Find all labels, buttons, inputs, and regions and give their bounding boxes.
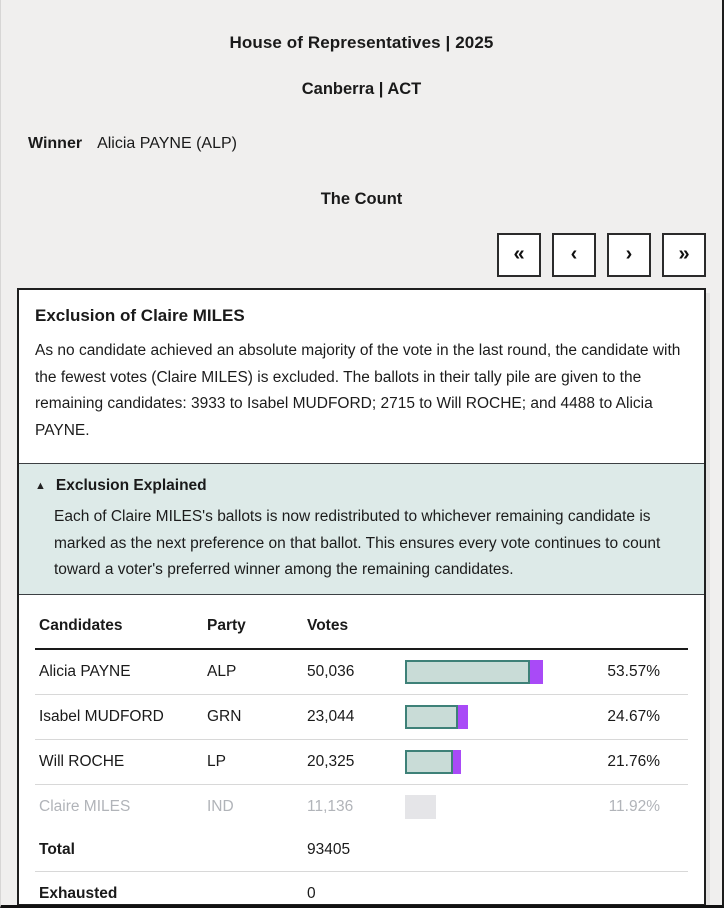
vote-share-bar <box>405 659 570 684</box>
candidate-party: GRN <box>207 707 242 725</box>
round-detail-panel: Exclusion of Claire MILES As no candidat… <box>17 288 706 906</box>
count-table: Candidates Party Votes Alicia PAYNE ALP … <box>19 604 704 906</box>
vote-share-bar-base <box>405 704 458 729</box>
page-title: House of Representatives | 2025 <box>229 33 494 52</box>
table-header-row: Candidates Party Votes <box>35 604 688 650</box>
last-round-button[interactable]: » <box>662 233 706 277</box>
candidate-party: IND <box>207 798 234 815</box>
table-body: Alicia PAYNE ALP 50,036 53.57% Isabel MU… <box>35 650 688 830</box>
double-chevron-left-icon: « <box>513 242 525 265</box>
vote-share-bar <box>405 704 570 729</box>
candidate-percentage: 11.92% <box>608 798 660 815</box>
total-value: 93405 <box>307 841 351 858</box>
candidate-votes: 50,036 <box>307 662 355 680</box>
vote-share-bar-gain <box>530 659 543 684</box>
candidate-votes: 23,044 <box>307 707 355 725</box>
total-row: Total 93405 <box>35 830 688 872</box>
vote-share-bar-base <box>405 795 436 819</box>
exhausted-value: 0 <box>307 884 316 902</box>
vote-share-bar-gain <box>457 704 469 729</box>
previous-round-button[interactable]: ‹ <box>552 233 596 277</box>
explainer-collapse-header[interactable]: ▲ Exclusion Explained <box>35 477 688 495</box>
candidate-name: Will ROCHE <box>39 752 125 770</box>
candidate-name: Claire MILES <box>39 798 131 815</box>
vote-share-bar <box>405 795 570 819</box>
vote-share-bar <box>405 749 570 774</box>
candidate-votes: 11,136 <box>307 798 354 815</box>
winner-row: Winner Alicia PAYNE (ALP) <box>28 135 722 153</box>
candidate-row: Isabel MUDFORD GRN 23,044 24.67% <box>35 695 688 740</box>
candidate-percentage: 24.67% <box>607 707 660 725</box>
round-heading: Exclusion of Claire MILES <box>35 306 245 325</box>
explainer-title: Exclusion Explained <box>55 477 207 494</box>
round-summary: Exclusion of Claire MILES As no candidat… <box>19 290 704 444</box>
double-chevron-right-icon: » <box>678 242 690 265</box>
round-description: As no candidate achieved an absolute maj… <box>35 342 681 439</box>
column-header-candidates: Candidates <box>39 616 123 634</box>
chevron-right-icon: › <box>625 242 633 265</box>
vote-share-bar-base <box>405 659 531 684</box>
total-label: Total <box>39 841 75 858</box>
first-round-button[interactable]: « <box>497 233 541 277</box>
candidate-name: Isabel MUDFORD <box>39 707 164 725</box>
candidate-row: Alicia PAYNE ALP 50,036 53.57% <box>35 650 688 695</box>
exhausted-row: Exhausted 0 <box>35 872 688 906</box>
count-section-title: The Count <box>320 190 403 208</box>
candidate-party: ALP <box>207 662 237 680</box>
vote-share-bar-gain <box>453 749 461 774</box>
candidate-percentage: 21.76% <box>607 752 660 770</box>
candidate-row: Claire MILES IND 11,136 11.92% <box>35 785 688 830</box>
vote-share-bar-base <box>405 749 454 774</box>
electorate-title: Canberra | ACT <box>301 80 422 98</box>
exclusion-explainer: ▲ Exclusion Explained Each of Claire MIL… <box>19 463 704 595</box>
column-header-votes: Votes <box>307 616 349 634</box>
count-pagination: « ‹ › » <box>1 233 706 277</box>
chevron-left-icon: ‹ <box>570 242 578 265</box>
winner-label: Winner <box>28 135 83 152</box>
candidate-party: LP <box>207 752 226 770</box>
candidate-votes: 20,325 <box>307 752 355 770</box>
candidate-name: Alicia PAYNE <box>39 662 131 680</box>
next-round-button[interactable]: › <box>607 233 651 277</box>
column-header-party: Party <box>207 616 246 634</box>
exhausted-label: Exhausted <box>39 884 118 902</box>
triangle-up-icon: ▲ <box>35 479 46 492</box>
explainer-body: Each of Claire MILES's ballots is now re… <box>54 508 661 578</box>
candidate-row: Will ROCHE LP 20,325 21.76% <box>35 740 688 785</box>
winner-value: Alicia PAYNE (ALP) <box>97 135 237 152</box>
candidate-percentage: 53.57% <box>607 662 660 680</box>
